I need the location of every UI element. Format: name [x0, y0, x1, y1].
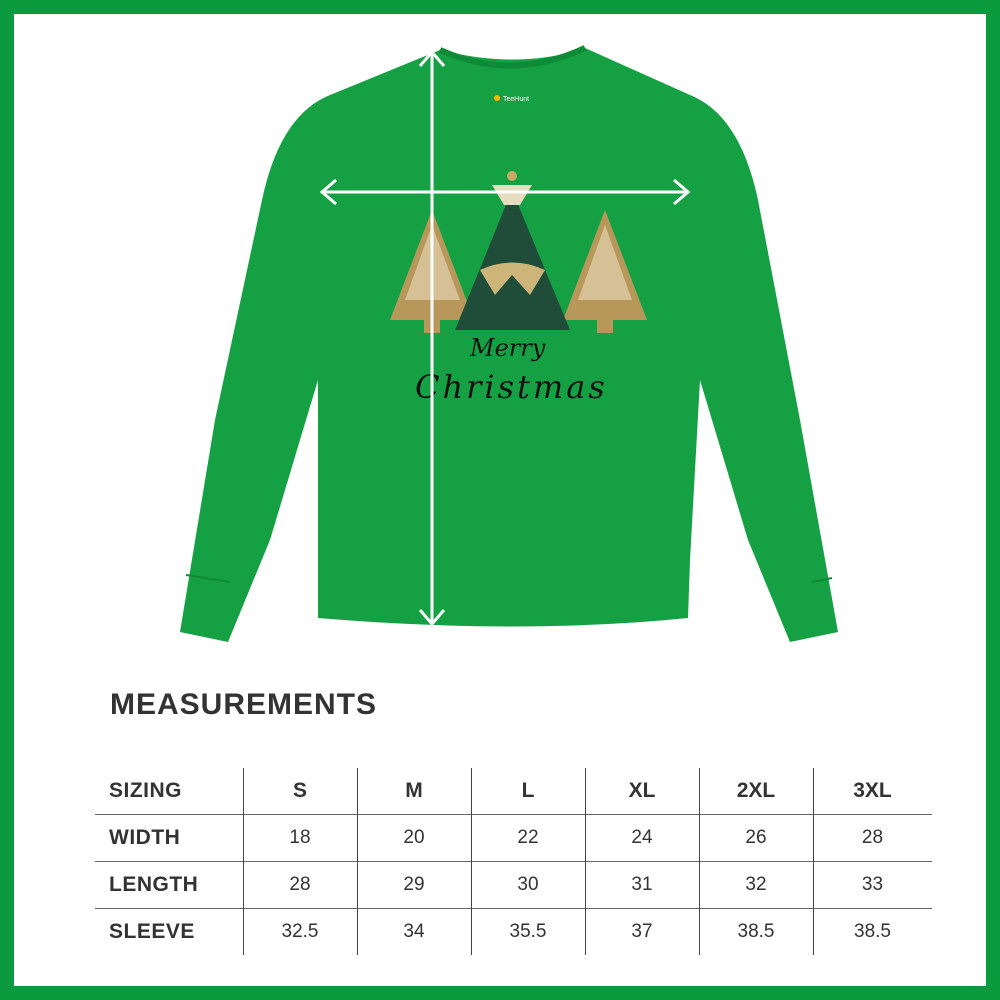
neck-label-text: TeeHunt: [503, 96, 529, 103]
table-cell: 28: [812, 814, 932, 862]
table-cell: 38.5: [698, 908, 813, 955]
table-cell: 20: [356, 814, 471, 862]
table-cell: 18: [242, 814, 357, 862]
row-label: WIDTH: [95, 814, 243, 862]
header-cell: M: [356, 768, 471, 815]
table-cell: 37: [584, 908, 699, 955]
table-cell: 35.5: [470, 908, 585, 955]
long-sleeve-shirt-image: TeeHunt Merry Christmas: [180, 45, 838, 642]
table-cell: 34: [356, 908, 471, 955]
measurements-title: MEASUREMENTS: [110, 688, 378, 721]
table-cell: 30: [470, 861, 585, 909]
length-measure-arrow: [418, 49, 446, 627]
christmas-trees-graphic: [390, 171, 647, 333]
table-cell: 22: [470, 814, 585, 862]
table-cell: 33: [812, 861, 932, 909]
table-header-row: SIZING S M L XL 2XL 3XL: [95, 768, 932, 815]
size-chart-table: SIZING S M L XL 2XL 3XL WIDTH 18 20 22 2…: [95, 768, 932, 955]
table-cell: 32: [698, 861, 813, 909]
width-measure-arrow: [319, 178, 691, 206]
table-cell: 24: [584, 814, 699, 862]
header-cell: L: [470, 768, 585, 815]
header-cell: XL: [584, 768, 699, 815]
table-cell: 26: [698, 814, 813, 862]
table-cell: 29: [356, 861, 471, 909]
header-cell: 3XL: [812, 768, 932, 815]
design-text-christmas: Christmas: [415, 368, 608, 406]
row-label: LENGTH: [95, 861, 243, 909]
table-row: LENGTH 28 29 30 31 32 33: [95, 861, 932, 909]
neck-label: TeeHunt: [494, 95, 529, 103]
table-cell: 28: [242, 861, 357, 909]
design-text-merry: Merry: [469, 334, 546, 362]
table-cell: 32.5: [242, 908, 357, 955]
header-cell: S: [242, 768, 357, 815]
table-row: WIDTH 18 20 22 24 26 28: [95, 814, 932, 862]
row-label: SLEEVE: [95, 908, 243, 955]
table-cell: 31: [584, 861, 699, 909]
table-row: SLEEVE 32.5 34 35.5 37 38.5 38.5: [95, 908, 932, 955]
header-cell: SIZING: [109, 779, 183, 802]
header-cell: 2XL: [698, 768, 813, 815]
table-cell: 38.5: [812, 908, 932, 955]
